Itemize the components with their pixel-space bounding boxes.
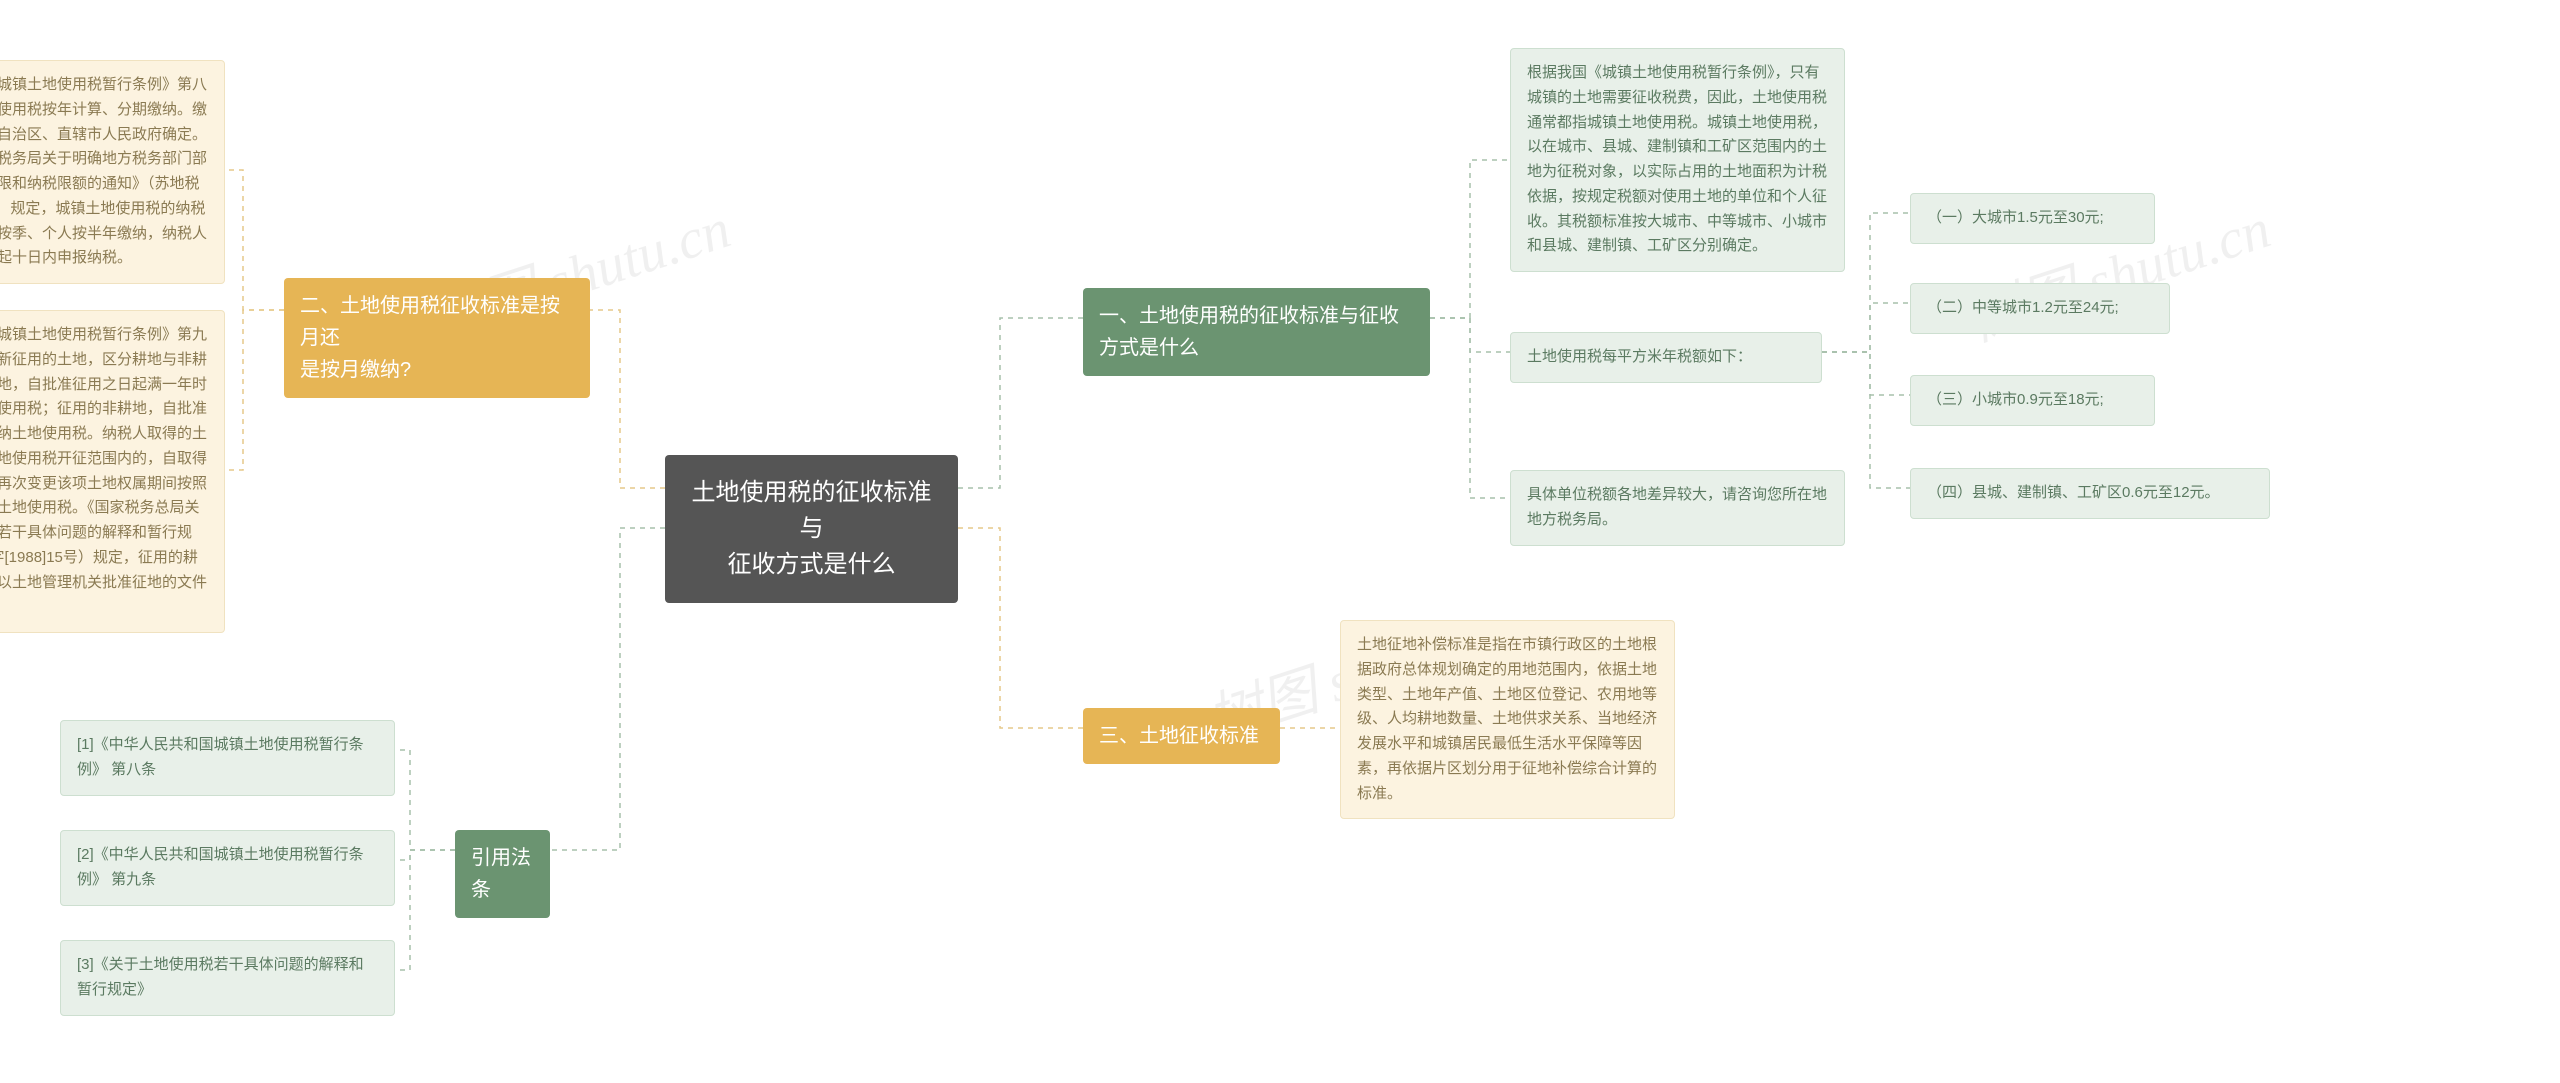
branch-cite: 引用法条	[455, 830, 550, 918]
rate-2: （二）中等城市1.2元至24元;	[1910, 283, 2170, 334]
branch-2: 二、土地使用税征收标准是按月还是按月缴纳?	[284, 278, 590, 398]
root-node: 土地使用税的征收标准与征收方式是什么	[665, 455, 958, 603]
b2-leaf-1: （一）根据《城镇土地使用税暂行条例》第八条规定：土地使用税按年计算、分期缴纳。缴…	[0, 60, 225, 284]
branch-1: 一、土地使用税的征收标准与征收方式是什么	[1083, 288, 1430, 376]
b1-leaf-3: 具体单位税额各地差异较大，请咨询您所在地地方税务局。	[1510, 470, 1845, 546]
cite-2: [2]《中华人民共和国城镇土地使用税暂行条例》 第九条	[60, 830, 395, 906]
connector-lines	[0, 0, 2560, 1083]
cite-3: [3]《关于土地使用税若干具体问题的解释和暂行规定》	[60, 940, 395, 1016]
rate-4: （四）县城、建制镇、工矿区0.6元至12元。	[1910, 468, 2270, 519]
rate-1: （一）大城市1.5元至30元;	[1910, 193, 2155, 244]
cite-1: [1]《中华人民共和国城镇土地使用税暂行条例》 第八条	[60, 720, 395, 796]
b1-rates-label: 土地使用税每平方米年税额如下：	[1510, 332, 1822, 383]
rate-3: （三）小城市0.9元至18元;	[1910, 375, 2155, 426]
b2-leaf-2: （二）根据《城镇土地使用税暂行条例》第九条规定，对于新征用的土地，区分耕地与非耕…	[0, 310, 225, 633]
branch-3: 三、土地征收标准	[1083, 708, 1280, 764]
b3-leaf: 土地征地补偿标准是指在市镇行政区的土地根据政府总体规划确定的用地范围内，依据土地…	[1340, 620, 1675, 819]
b1-leaf-1: 根据我国《城镇土地使用税暂行条例》，只有城镇的土地需要征收税费，因此，土地使用税…	[1510, 48, 1845, 272]
